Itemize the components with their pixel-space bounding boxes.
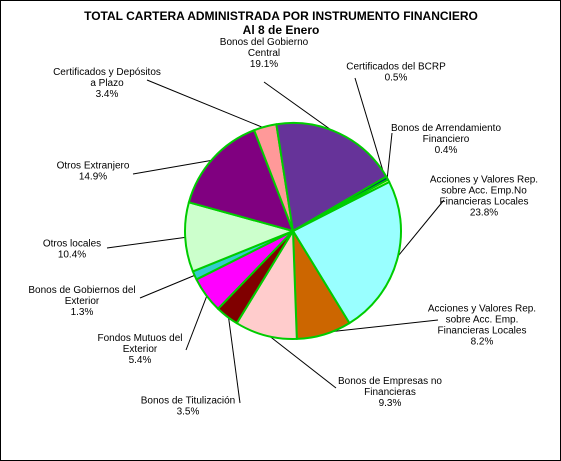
slice-percent: 3.5% [177, 407, 200, 418]
slice-percent: 3.4% [96, 89, 119, 100]
slice-percent: 14.9% [79, 172, 107, 183]
slice-label-line: Bonos de Arrendamiento [391, 123, 502, 134]
slice-label-line: Financieras [364, 387, 416, 398]
slice-label-line: Bonos de Empresas no [338, 376, 442, 387]
slice-label-line: Fondos Mutuos del [97, 333, 182, 344]
slice-label-line: Certificados del BCRP [346, 62, 446, 73]
leader-line [185, 293, 209, 351]
slice-label: Bonos de Titulización 3.5% [141, 396, 236, 418]
slice-percent: 19.1% [250, 59, 278, 70]
slice-label: Otros Extranjero 14.9% [57, 161, 130, 183]
slice-label: Acciones y Valores Rep. sobre Acc. Emp. Fi… [428, 304, 536, 348]
slice-label: Certificados y Depósitos a Plazo 3.4% [53, 67, 161, 100]
leader-line [323, 319, 439, 333]
slice-label-line: Bonos de Gobiernos del [28, 285, 135, 296]
slice-label-line: Financiero [423, 134, 470, 145]
slice-label-line: Otros locales [43, 239, 101, 250]
slice-label-line: Financieras Locales [440, 197, 529, 208]
slice-label-line: Bonos de Titulización [141, 396, 236, 407]
slice-percent: 23.8% [470, 208, 498, 219]
slice-label: Bonos de Arrendamiento Financiero 0.4% [391, 123, 502, 156]
slice-label-line: Otros Extranjero [57, 161, 130, 172]
slice-label-line: Certificados y Depósitos [53, 67, 161, 78]
slice-label: Certificados del BCRP 0.5% [346, 62, 446, 84]
leader-line [139, 274, 197, 299]
slice-percent: 5.4% [129, 355, 152, 366]
pie-slice [292, 178, 391, 232]
slice-label: Otros locales 10.4% [43, 239, 101, 261]
slice-percent: 9.3% [379, 398, 402, 409]
chart-title: TOTAL CARTERA ADMINISTRADA POR INSTRUMEN… [84, 9, 478, 23]
slice-label: Bonos de Empresas no Financieras 9.3% [338, 376, 442, 409]
pie-slice [187, 129, 294, 232]
slice-label-line: Bonos del Gobierno [220, 37, 309, 48]
slice-label: Fondos Mutuos del Exterior 5.4% [97, 333, 182, 366]
slice-label-line: Acciones y Valores Rep. [428, 304, 536, 315]
leader-line [354, 77, 386, 180]
slice-percent: 0.5% [385, 73, 408, 84]
leader-line [227, 314, 241, 404]
slice-label-line: sobre Acc. Emp. [446, 315, 519, 326]
slice-label: Bonos de Gobiernos del Exterior 1.3% [28, 285, 135, 318]
leader-line [386, 132, 393, 182]
leader-line [146, 79, 266, 130]
slice-percent: 1.3% [71, 307, 94, 318]
slice-label: Bonos del Gobierno Central 19.1% [220, 37, 309, 70]
slice-label-line: a Plazo [90, 78, 124, 89]
slice-percent: 0.4% [435, 145, 458, 156]
slice-label-line: sobre Acc. Emp.No [441, 186, 527, 197]
leader-line [265, 333, 337, 389]
chart-subtitle: Al 8 de Enero [243, 23, 320, 37]
pie-slice [275, 122, 388, 232]
slice-label-line: Acciones y Valores Rep. [430, 175, 538, 186]
slice-percent: 8.2% [471, 337, 494, 348]
slice-label: Acciones y Valores Rep. sobre Acc. Emp.No… [430, 175, 538, 219]
slice-label-line: Financieras Locales [438, 326, 527, 337]
leader-line [263, 81, 339, 136]
pie-slice [184, 201, 294, 273]
leader-line [394, 199, 445, 261]
slice-label-line: Central [248, 48, 280, 59]
leader-line [106, 236, 188, 249]
slice-label-line: Exterior [123, 344, 158, 355]
leader-line [132, 159, 215, 175]
slice-percent: 10.4% [58, 250, 86, 261]
slice-label-line: Exterior [65, 296, 100, 307]
